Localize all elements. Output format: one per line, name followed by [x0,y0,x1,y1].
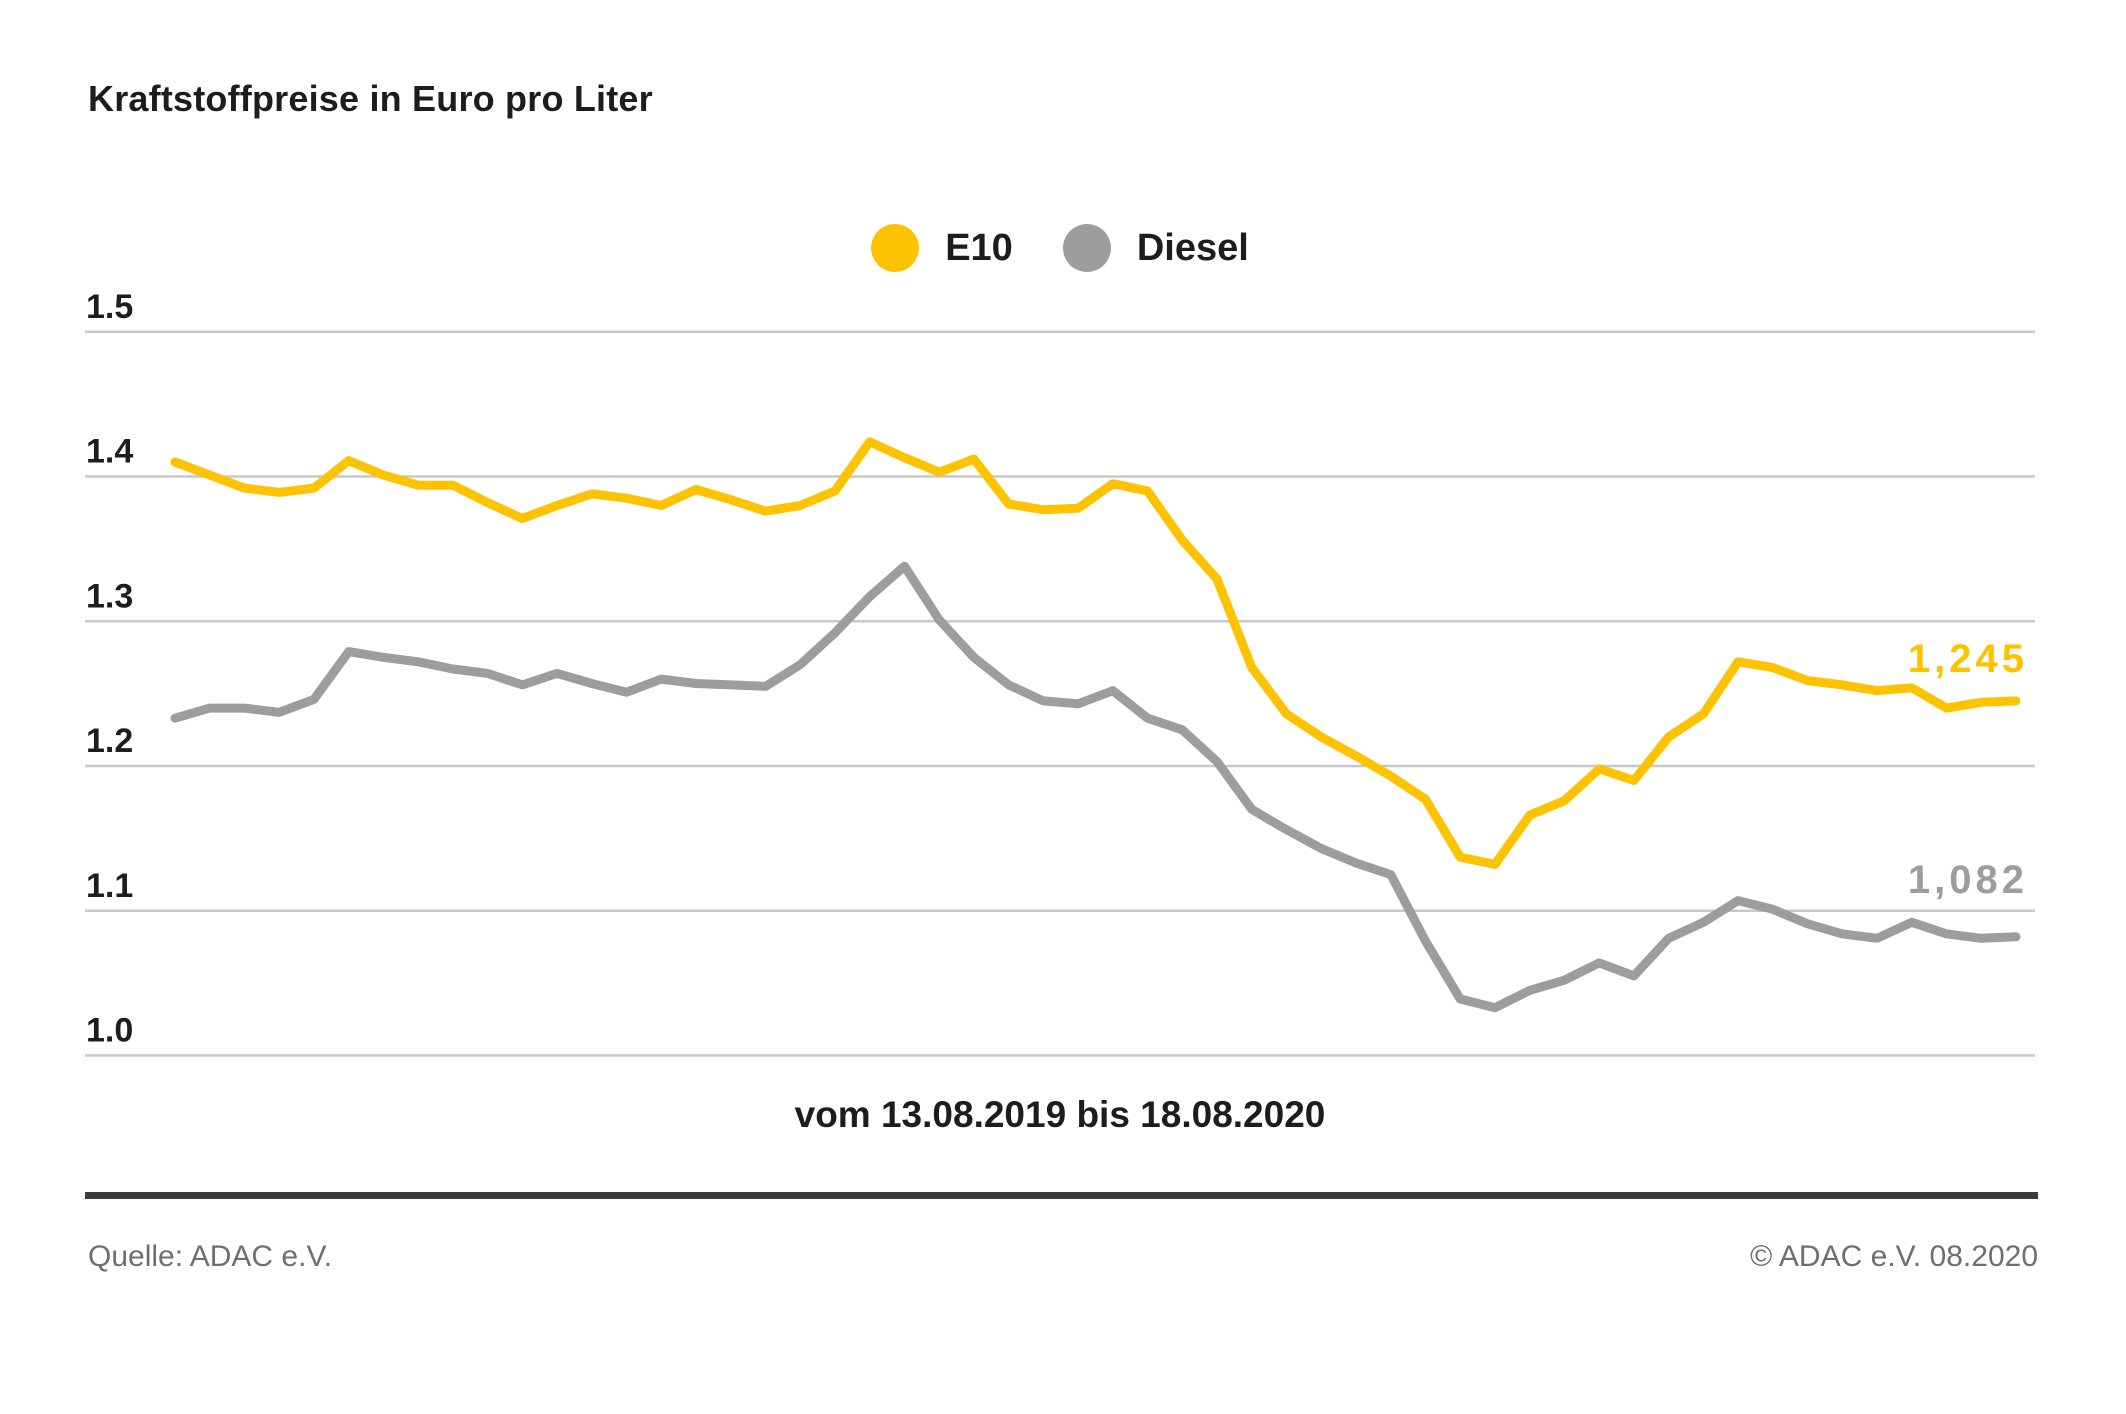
diesel-price-line [170,561,2021,1013]
legend-label-diesel: Diesel [1136,226,1249,269]
chart-legend: E10 Diesel [85,224,2035,272]
source-text: Quelle: ADAC e.V. [88,1240,333,1273]
y-tick-label-1.2: 1.2 [86,722,133,760]
e10-legend-dot-icon [871,224,920,272]
e10-price-line [170,437,2021,869]
y-tick-label-1.3: 1.3 [86,577,133,615]
diesel-end-value-label: 1,082 [1908,858,2028,902]
y-tick-label-1.5: 1.5 [86,288,133,326]
diesel-legend-dot-icon [1062,224,1111,272]
legend-item-e10: E10 [871,224,1013,272]
x-axis-range-label: vom 13.08.2019 bis 18.08.2020 [794,1094,1326,1135]
legend-item-diesel: Diesel [1062,224,1249,272]
page-title: Kraftstoffpreise in Euro pro Liter [88,78,653,119]
y-tick-label-1.4: 1.4 [86,433,133,471]
legend-label-e10: E10 [945,226,1013,269]
e10-end-value-label: 1,245 [1908,637,2028,681]
y-tick-label-1.0: 1.0 [86,1012,133,1050]
copyright-text: © ADAC e.V. 08.2020 [1750,1240,2038,1273]
footer-divider [85,1192,2038,1199]
y-tick-label-1.1: 1.1 [86,867,133,905]
